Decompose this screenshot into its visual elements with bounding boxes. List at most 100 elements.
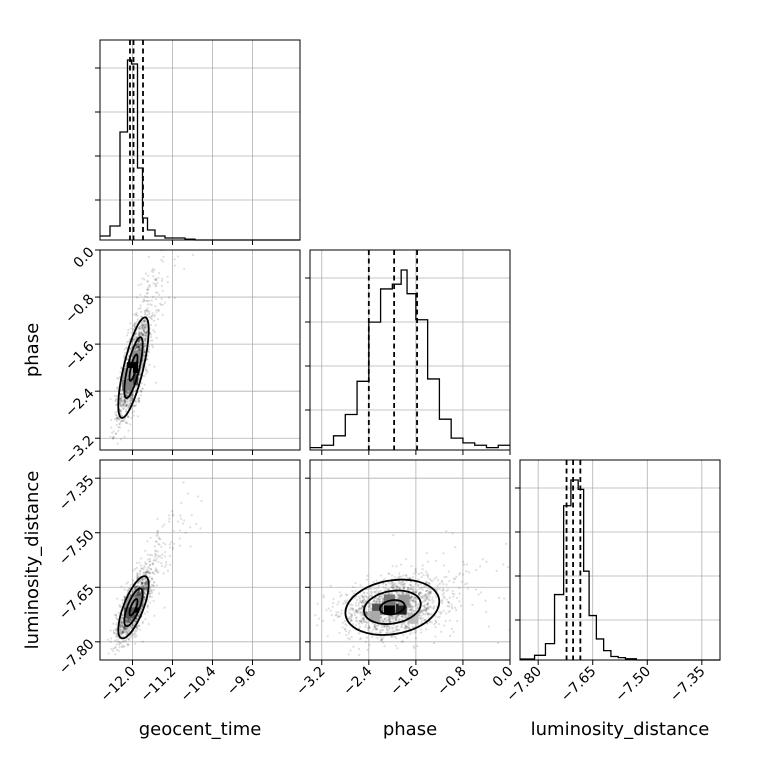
sample-point — [377, 586, 380, 589]
sample-point — [117, 377, 120, 380]
sample-point — [462, 563, 466, 566]
sample-point — [382, 599, 385, 602]
sample-point — [141, 328, 145, 331]
sample-point — [161, 277, 164, 280]
sample-point — [503, 597, 506, 600]
sample-point — [345, 624, 348, 627]
sample-point — [147, 622, 150, 626]
sample-point — [125, 421, 128, 424]
sample-point — [126, 637, 130, 640]
sample-point — [144, 583, 148, 586]
sample-point — [360, 621, 363, 624]
sample-point — [445, 583, 448, 586]
sample-point — [397, 576, 401, 579]
sample-point — [109, 640, 112, 643]
sample-point — [130, 626, 133, 629]
sample-point — [143, 374, 146, 377]
sample-point — [425, 607, 428, 610]
sample-point — [463, 583, 467, 586]
sample-point — [138, 613, 141, 617]
sample-point — [126, 632, 129, 635]
sample-point — [409, 596, 412, 599]
sample-point — [141, 332, 144, 335]
sample-point — [139, 591, 142, 594]
sample-point — [151, 312, 154, 315]
sample-point — [423, 595, 426, 598]
sample-point — [140, 582, 143, 585]
sample-point — [125, 630, 128, 634]
sample-point — [352, 585, 355, 589]
sample-point — [117, 637, 120, 640]
sample-point — [369, 587, 372, 590]
sample-point — [134, 386, 137, 389]
sample-point — [137, 332, 141, 335]
sample-point — [398, 618, 401, 621]
sample-point — [137, 346, 140, 349]
sample-point — [373, 587, 376, 590]
sample-point — [126, 394, 129, 397]
sample-point — [419, 631, 423, 634]
sample-point — [360, 607, 363, 610]
sample-point — [147, 310, 151, 314]
sample-point — [134, 585, 138, 588]
sample-point — [130, 416, 133, 420]
sample-point — [109, 637, 113, 640]
sample-point — [150, 304, 153, 307]
sample-point — [116, 376, 119, 379]
sample-point — [407, 605, 410, 608]
sample-point — [126, 340, 129, 344]
sample-point — [152, 319, 156, 322]
sample-point — [376, 624, 379, 627]
sample-point — [138, 373, 142, 376]
sample-point — [138, 374, 141, 377]
sample-point — [155, 310, 158, 314]
sample-point — [349, 649, 352, 652]
sample-point — [322, 594, 325, 597]
sample-point — [354, 604, 357, 607]
sample-point — [427, 616, 430, 619]
sample-point — [364, 626, 367, 629]
sample-point — [133, 338, 136, 341]
sample-point — [358, 597, 362, 600]
sample-point — [126, 623, 129, 626]
sample-point — [419, 611, 422, 614]
sample-point — [420, 571, 423, 574]
sample-point — [143, 318, 146, 322]
sample-point — [414, 571, 418, 574]
sample-point — [143, 592, 146, 596]
sample-point — [150, 336, 153, 339]
sample-point — [128, 620, 131, 623]
sample-point — [129, 347, 132, 350]
sample-point — [143, 586, 146, 589]
sample-point — [368, 604, 371, 608]
sample-point — [465, 569, 468, 573]
sample-point — [414, 567, 417, 571]
sample-point — [141, 324, 145, 327]
sample-point — [138, 585, 141, 589]
sample-point — [121, 623, 124, 626]
sample-point — [145, 581, 148, 584]
sample-point — [594, 563, 596, 565]
sample-point — [396, 576, 399, 580]
sample-point — [141, 327, 144, 330]
sample-point — [120, 632, 124, 636]
sample-point — [361, 622, 364, 625]
sample-point — [119, 397, 122, 400]
sample-point — [375, 601, 378, 604]
sample-point — [141, 581, 144, 585]
sample-point — [141, 583, 144, 586]
sample-point — [119, 367, 123, 370]
sample-point — [135, 346, 138, 349]
sample-point — [407, 627, 410, 630]
sample-point — [364, 624, 368, 627]
sample-point — [408, 608, 412, 611]
sample-point — [368, 643, 371, 647]
sample-point — [362, 596, 365, 599]
sample-point — [119, 632, 122, 635]
sample-point — [412, 591, 416, 594]
sample-point — [149, 536, 152, 540]
sample-point — [442, 564, 446, 567]
sample-point — [149, 589, 152, 593]
sample-point — [137, 593, 140, 597]
sample-point — [442, 609, 445, 612]
